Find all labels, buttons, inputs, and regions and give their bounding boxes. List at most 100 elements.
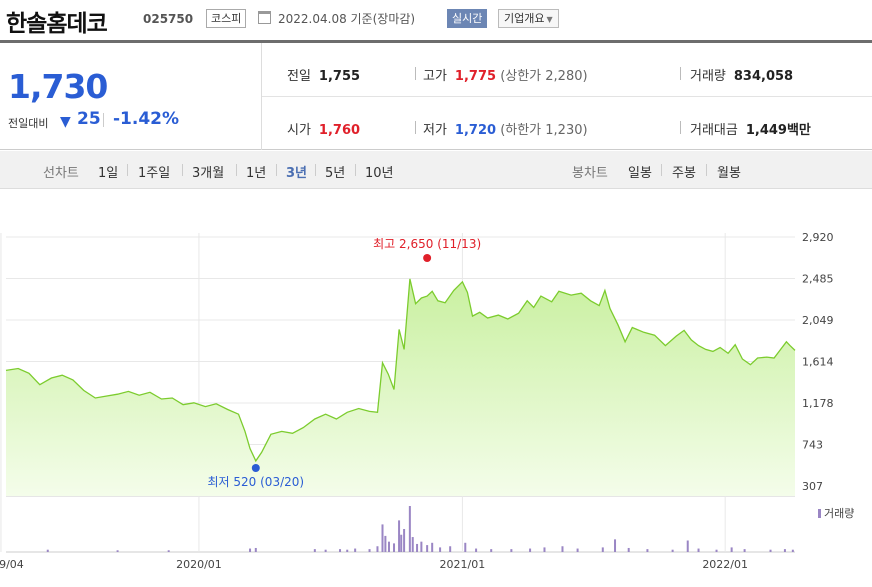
divider [680,121,681,134]
volume-bar [614,539,617,552]
change-label: 전일대비 [8,117,49,130]
change-percent: -1.42% [113,109,180,129]
volume-bar [426,545,429,552]
open-price: 시가 1,760 [287,119,360,138]
volume-bar [346,549,349,552]
volume-bar [116,550,119,552]
volume-bar [475,548,478,552]
divider [415,121,416,134]
volume-bar [416,543,419,552]
y-tick-label: 2,485 [802,273,834,286]
y-tick-label: 743 [802,439,823,452]
volume-bar [697,548,700,552]
volume-bar [408,506,411,552]
volume-bar [324,549,327,552]
volume-bar [510,549,513,552]
volume-bar [354,548,357,552]
volume-bar [398,520,401,552]
divider [661,164,662,176]
stock-header: 한솔홈데코 025750 코스피 2022.04.08 기준(장마감) 실시간 … [0,0,872,40]
volume-bar [167,550,170,552]
divider [236,164,237,176]
amount-value: 1,449 [745,123,787,138]
low-label: 저가 [423,123,447,138]
high-annotation: 최고 2,650 (11/13) [373,237,481,251]
high-label: 고가 [423,69,447,84]
high-price: 고가 1,775 (상한가 2,280) [423,65,588,84]
divider [706,164,707,176]
tab-3y[interactable]: 3년 [286,166,308,181]
volume-bar [743,549,746,552]
volume-bar [561,546,564,552]
volume-bar [715,549,718,552]
volume-bar [769,549,772,552]
volume-bar [601,547,604,552]
volume-bar [529,548,532,552]
volume-bars [46,506,794,552]
tab-3m[interactable]: 3개월 [192,166,225,181]
divider [315,164,316,176]
volume-bar [783,549,786,552]
volume-bar [400,534,403,552]
volume-legend-swatch [818,509,821,518]
volume-bar [730,547,733,552]
chevron-down-icon: ▼ [546,15,553,24]
tab-daily[interactable]: 일봉 [628,166,652,181]
volume-bar [249,548,252,552]
volume-bar [254,547,257,552]
low-annotation: 최저 520 (03/20) [208,475,305,489]
down-triangle-icon: ▼ [60,114,71,130]
quote-panel: 1,730 전일대비 ▼ 25 -1.42% 전일 1,755 고가 1,775 (… [0,40,872,150]
line-chart-label: 선차트 [43,166,79,181]
open-label: 시가 [287,123,311,138]
volume-value: 834,058 [733,69,794,84]
tab-1y[interactable]: 1년 [246,166,267,181]
current-price-box: 1,730 전일대비 ▼ 25 -1.42% [0,43,262,150]
change-value: 25 [77,109,101,129]
volume-bar [627,547,630,552]
company-info-dropdown[interactable]: 기업개요 ▼ [498,9,559,28]
company-info-label: 기업개요 [504,12,545,25]
tab-5y[interactable]: 5년 [325,166,346,181]
volume-bar [376,546,379,552]
y-tick-label: 1,614 [802,356,834,369]
x-tick-label: 2021/01 [440,558,486,571]
high-value: 1,775 [454,69,497,84]
divider [127,164,128,176]
volume-bar [339,549,342,552]
low-value: 1,720 [454,123,497,138]
x-tick-label: 2020/01 [176,558,222,571]
divider [680,67,681,80]
stock-code: 025750 [143,12,194,26]
lower-limit: (하한가 1,230) [500,123,588,138]
tab-1w[interactable]: 1주일 [138,166,171,181]
volume-bar [576,548,579,552]
y-tick-label: 307 [802,480,823,493]
quote-date: 2022.04.08 기준(장마감) [278,12,416,26]
tab-weekly[interactable]: 주봉 [672,166,696,181]
calendar-icon [258,11,271,24]
x-axis: 2019/04 2020/01 2021/01 2022/01 [0,558,748,571]
tab-monthly[interactable]: 월봉 [717,166,741,181]
divider [355,164,356,176]
volume-bar [381,524,384,552]
prev-close: 전일 1,755 [287,65,360,84]
low-price: 저가 1,720 (하한가 1,230) [423,119,588,138]
volume-label: 거래량 [690,69,726,84]
amount-label: 거래대금 [690,123,738,138]
tab-10y[interactable]: 10년 [365,166,394,181]
candle-chart-label: 봉차트 [572,166,608,181]
y-tick-label: 2,920 [802,231,834,244]
high-marker [423,254,432,262]
stock-name: 한솔홈데코 [6,11,108,37]
volume-bar [543,547,546,552]
y-tick-label: 1,178 [802,397,834,410]
tab-1d[interactable]: 1일 [98,166,119,181]
volume-bar [368,549,371,552]
price-line [5,278,796,463]
price-area [6,278,795,496]
divider [415,67,416,80]
realtime-button[interactable]: 실시간 [447,9,488,28]
